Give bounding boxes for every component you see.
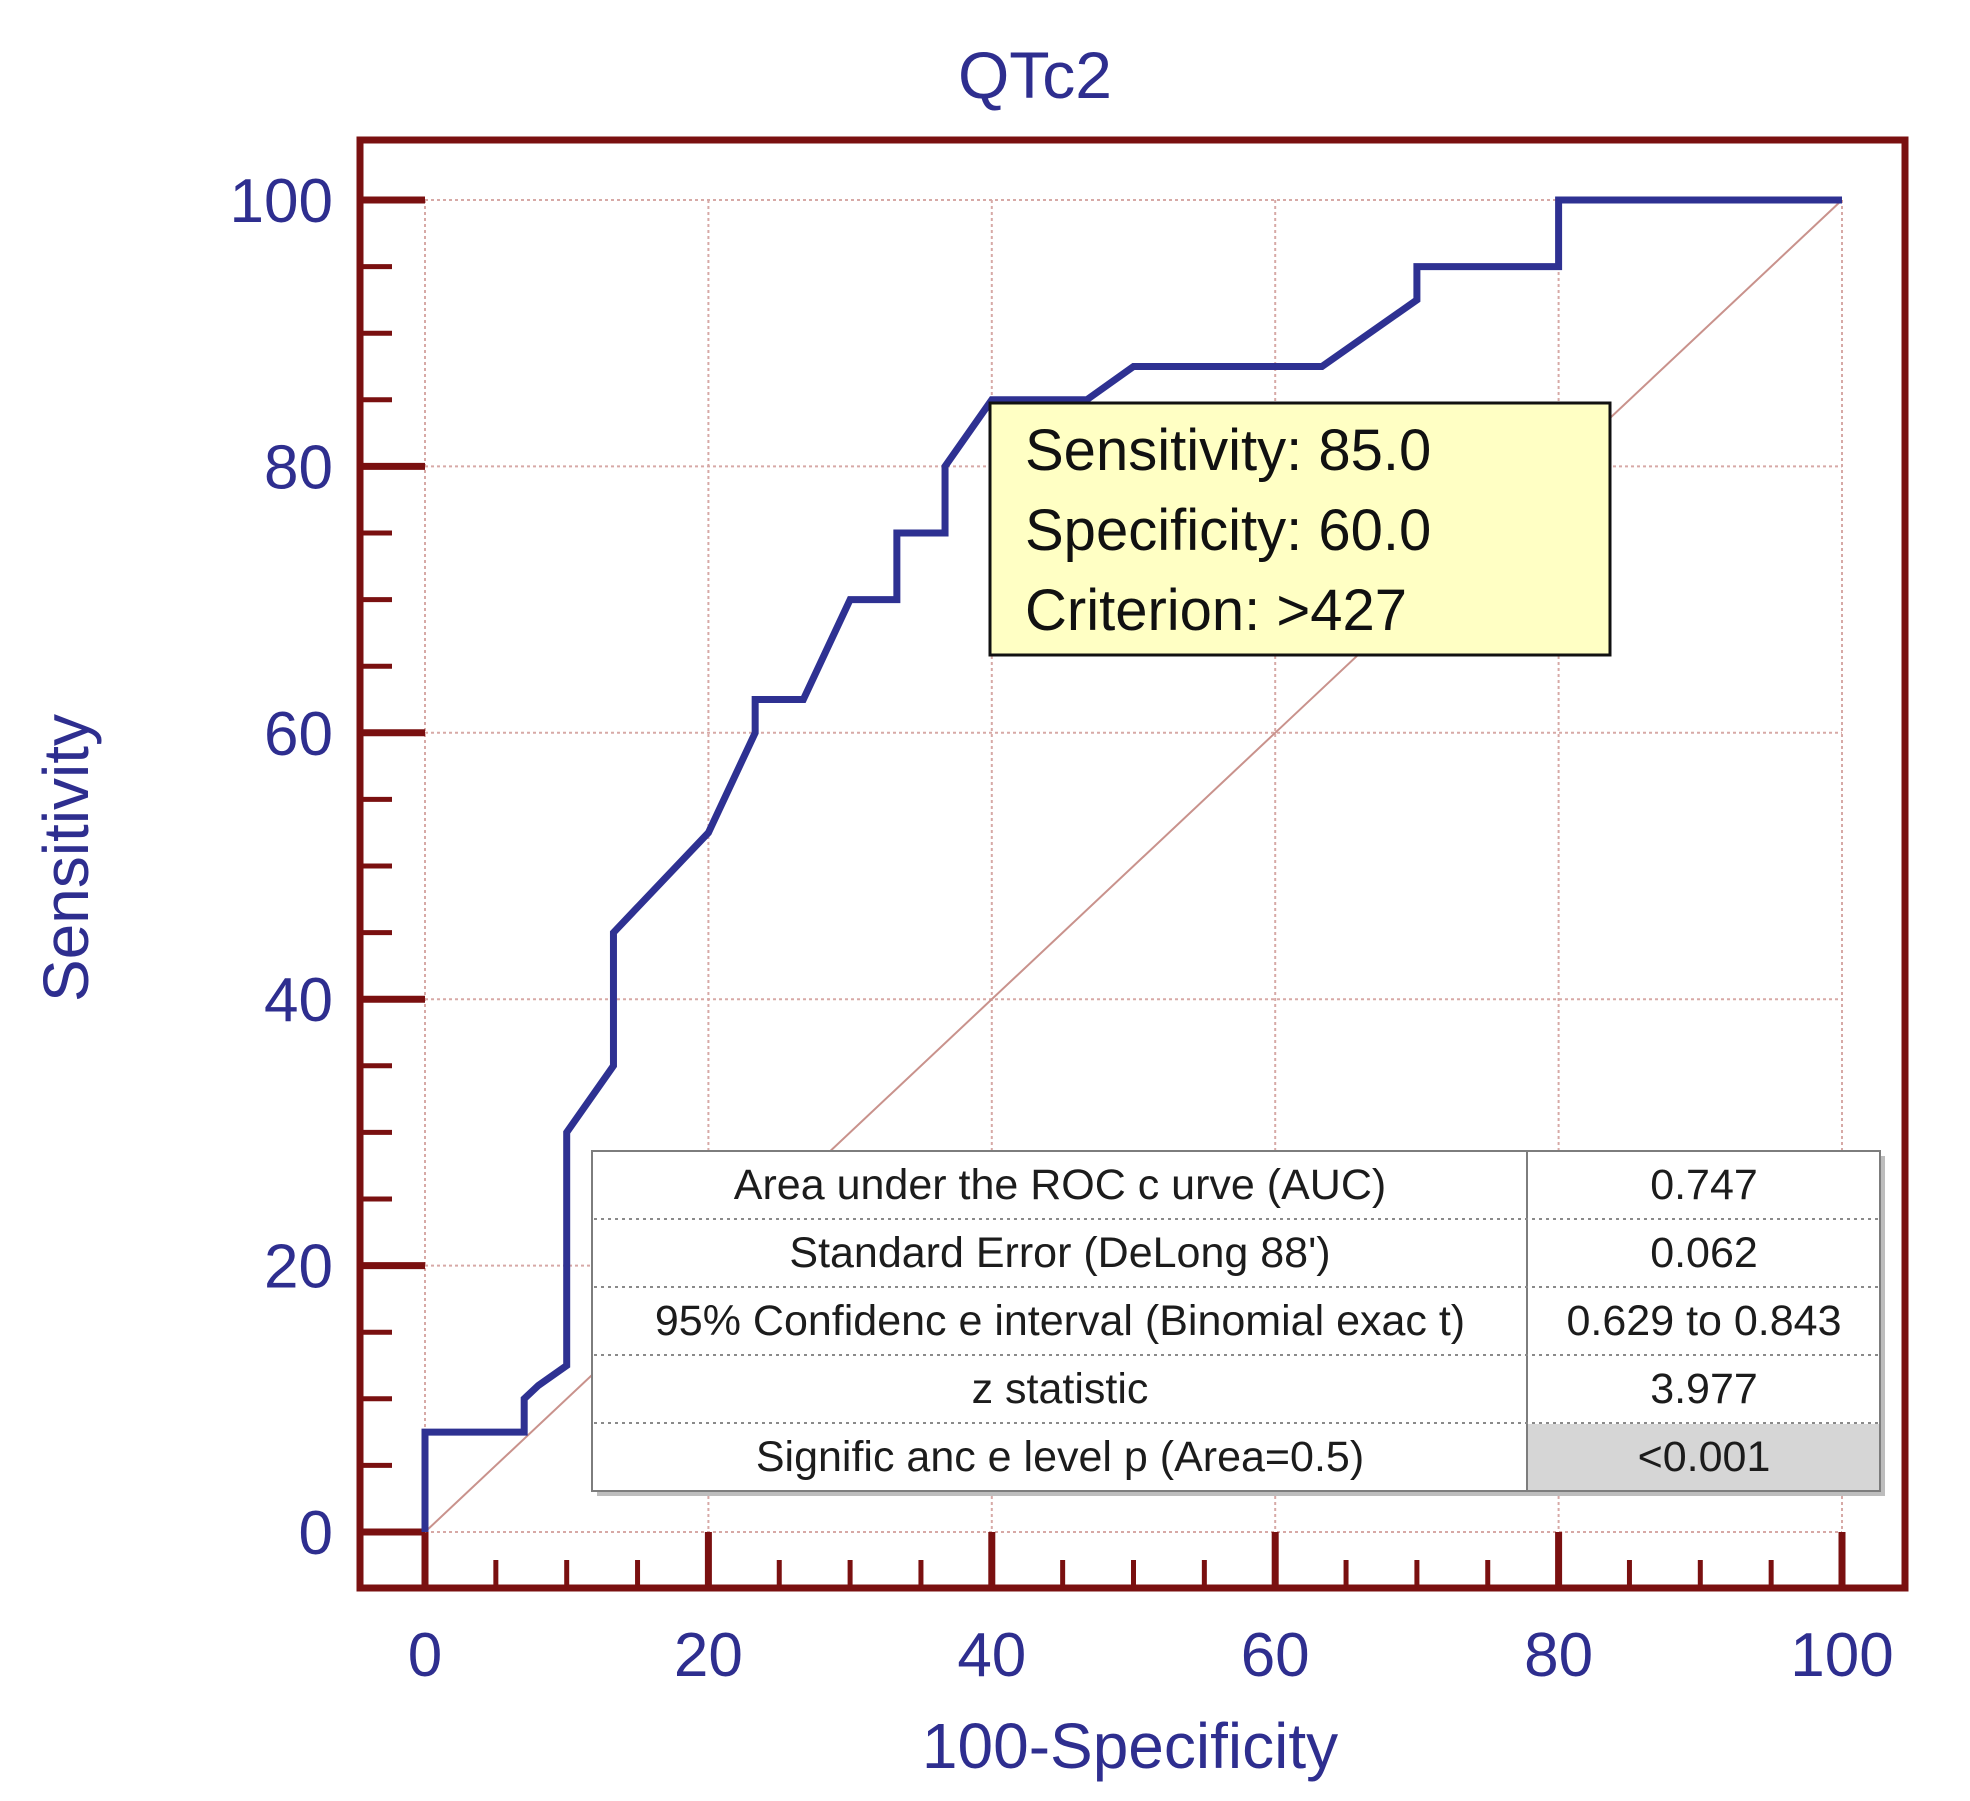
y-tick-label-0: 0 <box>299 1499 333 1568</box>
stats-row-label: 95% Confidenc e interval (Binomial exac … <box>655 1297 1465 1345</box>
stats-row-label: Area under the ROC c urve (AUC) <box>734 1161 1386 1209</box>
tooltip-specificity: Specificity: 60.0 <box>1025 498 1431 563</box>
stats-table: Area under the ROC c urve (AUC) 0.747 Stan… <box>591 1150 1885 1496</box>
stats-highlight-cell <box>1528 1424 1879 1490</box>
stats-row-value: <0.001 <box>1638 1433 1771 1481</box>
stats-rows: Area under the ROC c urve (AUC) 0.747 Stan… <box>594 1161 1879 1490</box>
y-tick-label-20: 20 <box>264 1233 333 1302</box>
chart-title: QTc2 <box>958 38 1112 112</box>
x-tick-label-100: 100 <box>1790 1621 1893 1690</box>
x-tick-label-20: 20 <box>674 1621 743 1690</box>
tick-labels-layer: 0 20 40 60 80 100 0 20 40 60 80 100 <box>230 167 1894 1690</box>
stats-row-value: 0.629 to 0.843 <box>1567 1297 1842 1345</box>
roc-curve-line <box>421 196 1842 1532</box>
tooltip-box <box>988 401 1612 657</box>
y-axis-label: Sensitivity <box>30 714 102 1002</box>
criterion-tooltip: Sensitivity: 85.0 Specificity: 60.0 Crit… <box>988 401 1612 657</box>
x-tick-label-80: 80 <box>1524 1621 1593 1690</box>
tooltip-sensitivity: Sensitivity: 85.0 <box>1025 418 1431 483</box>
stats-row-value: 0.747 <box>1650 1161 1758 1209</box>
tooltip-criterion: Criterion: >427 <box>1025 578 1407 643</box>
y-tick-label-80: 80 <box>264 433 333 502</box>
y-tick-label-60: 60 <box>264 700 333 769</box>
x-tick-label-0: 0 <box>408 1621 442 1690</box>
stats-row-value: 0.062 <box>1650 1229 1758 1277</box>
stats-row-value: 3.977 <box>1650 1365 1758 1413</box>
ticks-layer <box>360 196 1846 1588</box>
x-tick-label-40: 40 <box>957 1621 1026 1690</box>
x-axis-label: 100-Specificity <box>922 1710 1338 1782</box>
x-tick-label-60: 60 <box>1241 1621 1310 1690</box>
y-tick-label-40: 40 <box>264 966 333 1035</box>
y-tick-label-100: 100 <box>230 167 333 236</box>
stats-row-label: Standard Error (DeLong 88') <box>789 1229 1330 1277</box>
stats-row-label: z statistic <box>972 1365 1149 1413</box>
stats-row-label: Signific anc e level p (Area=0.5) <box>756 1433 1364 1481</box>
